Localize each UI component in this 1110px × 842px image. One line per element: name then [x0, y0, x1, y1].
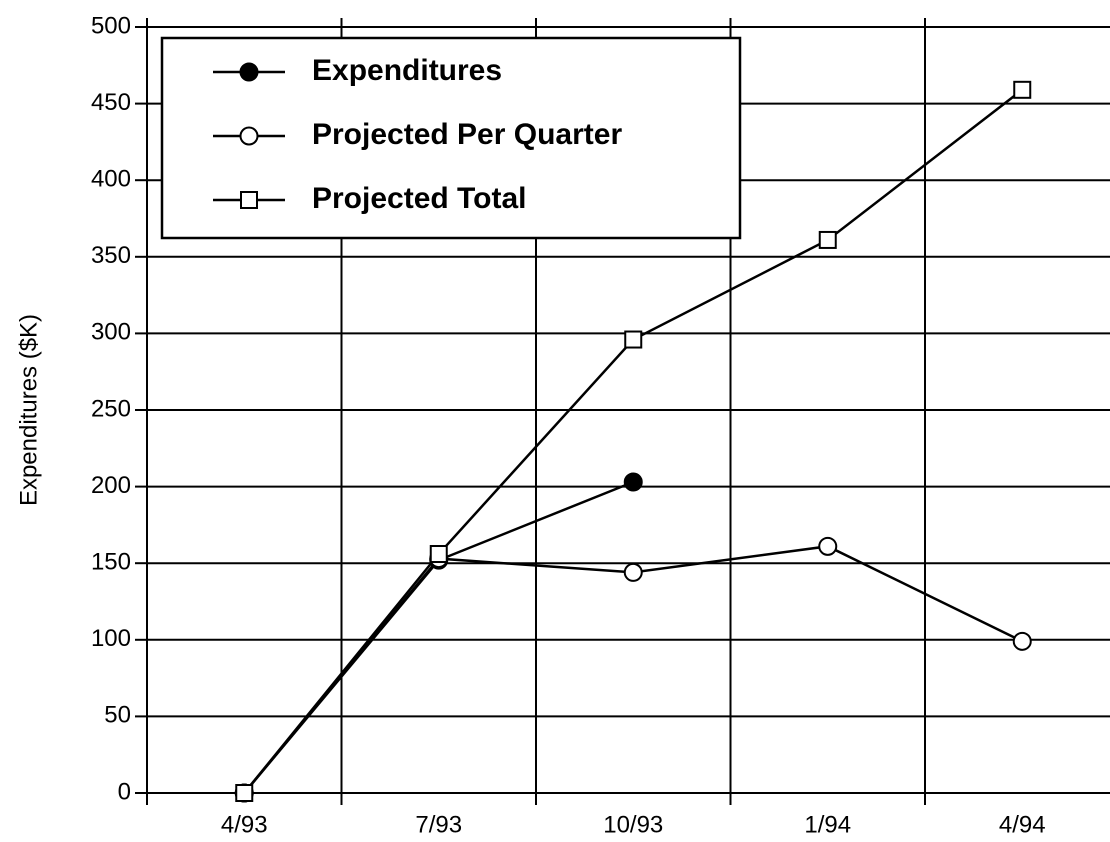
- y-tick-label: 500: [91, 12, 131, 39]
- y-tick-label: 50: [104, 702, 131, 729]
- y-tick-label: 300: [91, 319, 131, 346]
- marker: [623, 562, 643, 582]
- legend-marker: [240, 191, 258, 209]
- marker: [623, 472, 643, 492]
- marker: [1013, 80, 1032, 99]
- x-tick-label: 4/93: [221, 811, 268, 838]
- marker: [818, 536, 838, 556]
- legend-label: Projected Per Quarter: [312, 118, 622, 151]
- legend-marker: [239, 126, 259, 146]
- marker: [818, 230, 837, 249]
- marker: [429, 545, 448, 564]
- x-tick-label: 1/94: [804, 811, 851, 838]
- y-tick-label: 400: [91, 166, 131, 193]
- legend-marker: [239, 62, 259, 82]
- marker: [624, 330, 643, 349]
- y-tick-label: 450: [91, 89, 131, 116]
- series-line: [243, 480, 634, 794]
- x-tick-label: 4/94: [999, 811, 1046, 838]
- y-tick-label: 0: [118, 778, 131, 805]
- y-axis-label: Expenditures ($K): [15, 314, 42, 506]
- y-tick-label: 150: [91, 549, 131, 576]
- marker: [1012, 631, 1032, 651]
- y-tick-label: 250: [91, 395, 131, 422]
- x-tick-label: 7/93: [415, 811, 462, 838]
- series-line: [243, 545, 1023, 794]
- x-tick-label: 10/93: [603, 811, 663, 838]
- y-tick-label: 100: [91, 625, 131, 652]
- legend-label: Expenditures: [312, 54, 502, 87]
- legend-label: Projected Total: [312, 182, 526, 215]
- y-tick-label: 200: [91, 472, 131, 499]
- legend: Expenditures Projected Per Quarter Project…: [160, 36, 742, 240]
- marker: [235, 784, 254, 802]
- y-tick-label: 350: [91, 242, 131, 269]
